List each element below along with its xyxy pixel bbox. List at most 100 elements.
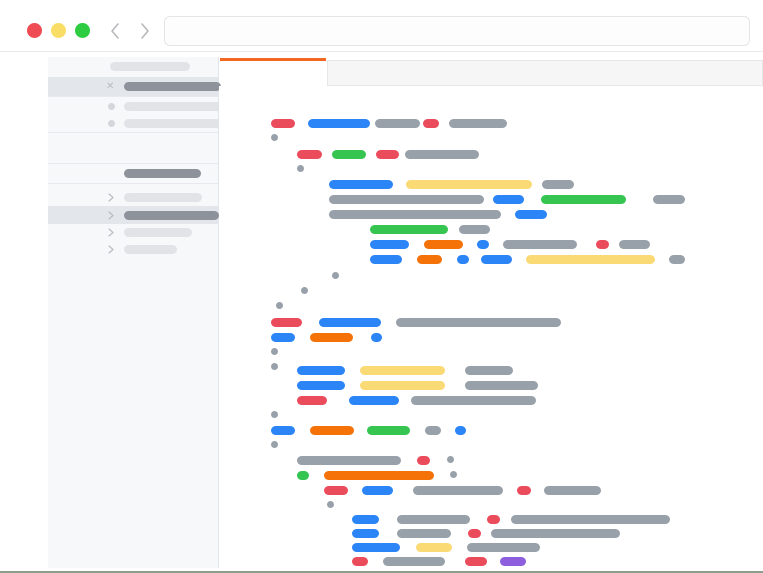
sidebar-item-label	[110, 62, 190, 71]
code-indent-dot	[271, 134, 278, 141]
code-token-gray	[459, 225, 490, 234]
code-indent-dot	[271, 363, 278, 370]
code-token-yellow	[416, 543, 452, 552]
code-token-blue	[457, 255, 469, 264]
code-token-blue	[515, 210, 547, 219]
zoom-window-button[interactable]	[75, 23, 90, 38]
code-token-red	[324, 486, 348, 495]
code-token-red	[423, 119, 439, 128]
chevron-right-icon[interactable]	[108, 210, 114, 220]
code-indent-dot	[332, 272, 339, 279]
code-token-blue	[352, 543, 400, 552]
sidebar-item-6[interactable]	[48, 206, 219, 224]
back-button[interactable]	[104, 19, 126, 43]
sidebar-item-label	[124, 228, 192, 237]
code-token-blue	[477, 240, 489, 249]
sidebar-item-7[interactable]	[48, 224, 218, 241]
code-token-blue	[352, 529, 379, 538]
code-token-blue	[271, 333, 295, 342]
code-token-green	[332, 150, 366, 159]
code-token-blue	[493, 195, 524, 204]
code-token-red	[596, 240, 609, 249]
code-token-red	[417, 456, 430, 465]
code-token-gray	[467, 543, 540, 552]
code-token-gray	[653, 195, 685, 204]
code-token-blue	[481, 255, 512, 264]
code-token-red	[517, 486, 531, 495]
code-token-gray	[503, 240, 577, 249]
code-token-orange	[417, 255, 442, 264]
code-token-gray	[397, 515, 470, 524]
code-token-orange	[310, 426, 354, 435]
code-token-orange	[310, 333, 353, 342]
code-token-blue	[370, 255, 402, 264]
chevron-right-icon[interactable]	[108, 228, 114, 237]
sidebar: ✕	[48, 57, 253, 568]
code-token-red	[487, 515, 500, 524]
code-token-red	[352, 557, 368, 566]
sidebar-item-label	[124, 169, 201, 178]
sidebar-divider	[48, 183, 218, 184]
code-token-gray	[465, 381, 538, 390]
code-token-gray	[297, 456, 401, 465]
code-token-blue	[329, 180, 393, 189]
code-token-blue	[370, 240, 409, 249]
code-indent-dot	[276, 302, 283, 309]
code-token-blue	[362, 486, 393, 495]
sidebar-item-label	[124, 82, 221, 91]
sidebar-item-label	[124, 193, 202, 202]
code-token-red	[468, 529, 481, 538]
code-token-gray	[544, 486, 601, 495]
code-indent-dot	[450, 471, 457, 478]
code-token-gray	[491, 529, 620, 538]
title-bar	[0, 0, 763, 52]
forward-button[interactable]	[134, 19, 156, 43]
sidebar-item-0[interactable]	[48, 57, 218, 76]
code-token-blue	[349, 396, 399, 405]
code-canvas[interactable]	[219, 86, 763, 573]
sidebar-item-8[interactable]	[48, 241, 218, 258]
code-token-gray	[405, 150, 479, 159]
sidebar-item-4[interactable]	[48, 164, 218, 183]
code-token-gray	[669, 255, 685, 264]
code-token-gray	[329, 210, 501, 219]
navigation-buttons	[104, 19, 156, 43]
code-token-yellow	[360, 366, 445, 375]
chevron-right-icon[interactable]	[108, 245, 114, 254]
sidebar-item-label	[124, 118, 230, 128]
code-token-green	[541, 195, 626, 204]
code-token-gray	[375, 119, 420, 128]
code-token-blue	[297, 366, 345, 375]
code-token-gray	[542, 180, 574, 189]
code-indent-dot	[301, 287, 308, 294]
code-indent-dot	[327, 501, 334, 508]
sidebar-item-2[interactable]	[48, 97, 253, 115]
sidebar-item-label	[124, 245, 177, 254]
code-token-blue	[271, 426, 295, 435]
code-token-blue	[297, 381, 345, 390]
sidebar-item-3[interactable]	[48, 114, 230, 132]
sidebar-item-5[interactable]	[48, 189, 218, 206]
bullet-dot-icon	[108, 119, 115, 127]
code-token-blue	[319, 318, 381, 327]
chevron-right-icon[interactable]	[108, 193, 114, 202]
close-window-button[interactable]	[27, 23, 42, 38]
code-token-gray	[465, 366, 513, 375]
tab-0-active[interactable]	[220, 58, 326, 86]
code-indent-dot	[297, 165, 304, 172]
code-token-red	[271, 318, 302, 327]
code-token-gray	[425, 426, 441, 435]
code-token-yellow	[360, 381, 445, 390]
sidebar-item-label	[124, 101, 253, 111]
code-token-red	[297, 150, 322, 159]
code-token-gray	[396, 318, 561, 327]
address-bar[interactable]	[164, 16, 750, 46]
sidebar-divider	[48, 163, 218, 164]
code-token-gray	[383, 557, 445, 566]
code-token-red	[297, 396, 327, 405]
tab-1[interactable]	[327, 60, 763, 86]
traffic-light-group	[27, 23, 90, 38]
close-icon[interactable]: ✕	[106, 80, 115, 92]
minimize-window-button[interactable]	[51, 23, 66, 38]
sidebar-item-1[interactable]: ✕	[48, 77, 221, 96]
